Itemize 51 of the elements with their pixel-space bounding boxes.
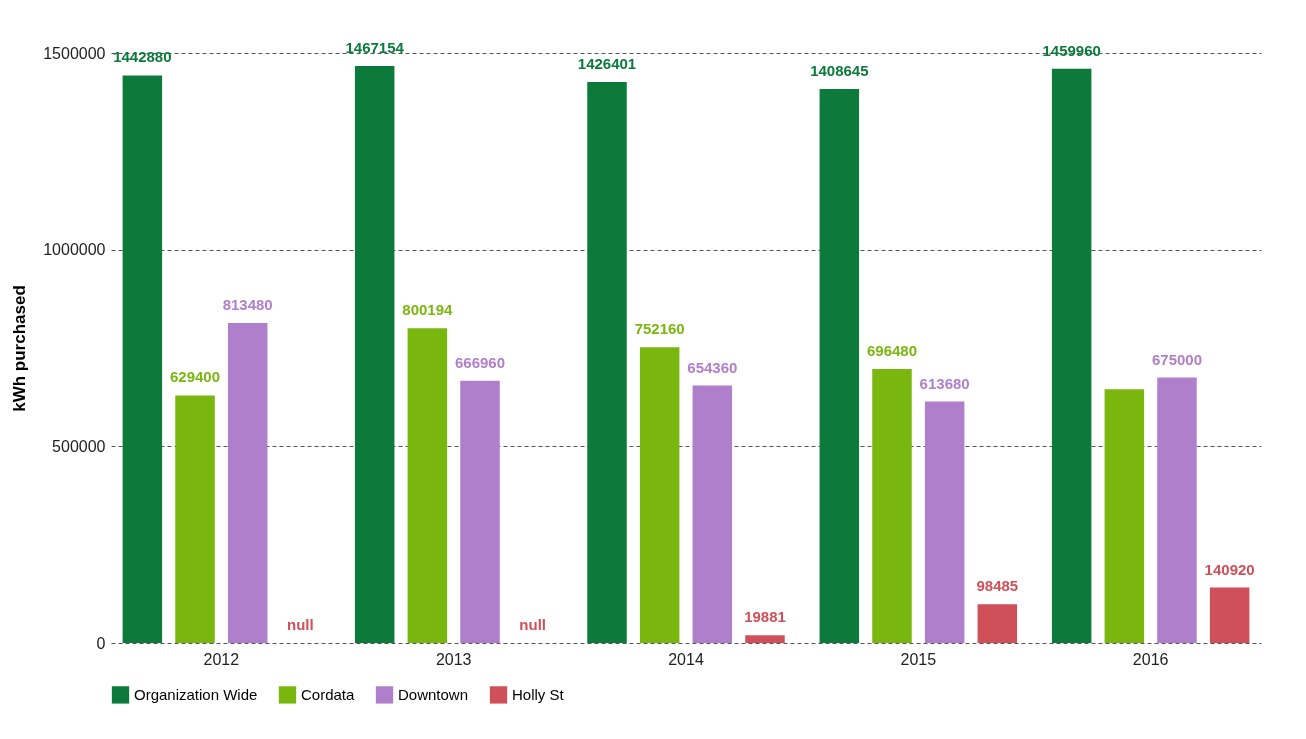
bar (1157, 377, 1197, 643)
legend-label: Downtown (398, 685, 469, 703)
data-label: 654360 (687, 358, 738, 376)
bar (122, 75, 163, 643)
bar (1104, 389, 1145, 643)
data-label: 800194 (402, 301, 454, 319)
data-label: 629400 (169, 368, 221, 386)
data-label: 1459960 (1042, 41, 1101, 59)
bar (1051, 68, 1092, 643)
data-label: 696480 (866, 342, 918, 360)
x-tick-label: 2016 (1132, 650, 1169, 668)
bar (407, 328, 448, 643)
bar (1209, 587, 1250, 643)
data-label: 19881 (744, 608, 786, 626)
text: null (287, 616, 314, 633)
bar (175, 395, 215, 643)
x-tick-label: 2012 (203, 650, 240, 668)
data-label: 1467154 (345, 38, 405, 56)
x-tick-label: 2015 (900, 650, 937, 668)
bar (924, 401, 965, 643)
bar (354, 65, 395, 643)
bar (639, 347, 680, 643)
bar (692, 385, 733, 643)
bar (977, 604, 1018, 643)
bar (819, 88, 860, 643)
text: null (519, 616, 546, 633)
y-axis-title: kWh purchased (10, 285, 30, 412)
bar (745, 635, 785, 643)
x-tick-label: 2014 (668, 650, 704, 668)
data-label: 613680 (919, 374, 970, 392)
y-tick-label: 500000 (52, 437, 106, 455)
data-label: 752160 (634, 320, 685, 338)
legend-label: Holly St (512, 685, 565, 703)
data-label: 666960 (454, 353, 506, 371)
legend-label: Cordata (301, 685, 356, 703)
data-label: 1408645 (810, 61, 869, 79)
y-tick-label: 1500000 (43, 44, 106, 62)
data-label: 813480 (222, 296, 273, 314)
y-tick-label: 0 (96, 634, 106, 652)
bar (460, 380, 500, 643)
data-label: 1442880 (113, 48, 172, 66)
bar (872, 369, 912, 643)
bar (587, 81, 627, 643)
data-label: 140920 (1204, 560, 1255, 578)
bar (227, 323, 268, 643)
y-tick-label: 1000000 (43, 241, 106, 259)
x-tick-label: 2013 (435, 650, 472, 668)
legend-label: Organization Wide (134, 685, 258, 703)
data-label: 1426401 (577, 54, 637, 72)
data-label: 98485 (976, 577, 1019, 595)
data-label: 675000 (1151, 350, 1203, 368)
